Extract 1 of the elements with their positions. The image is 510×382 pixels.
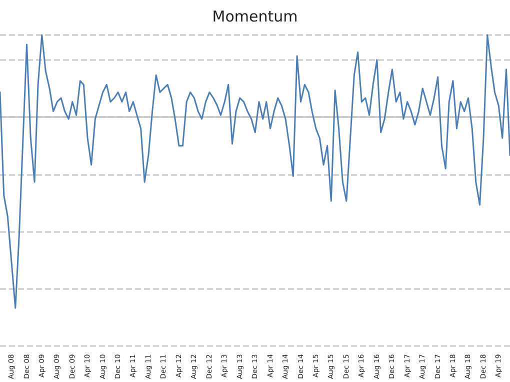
- chart-title: Momentum: [212, 8, 298, 26]
